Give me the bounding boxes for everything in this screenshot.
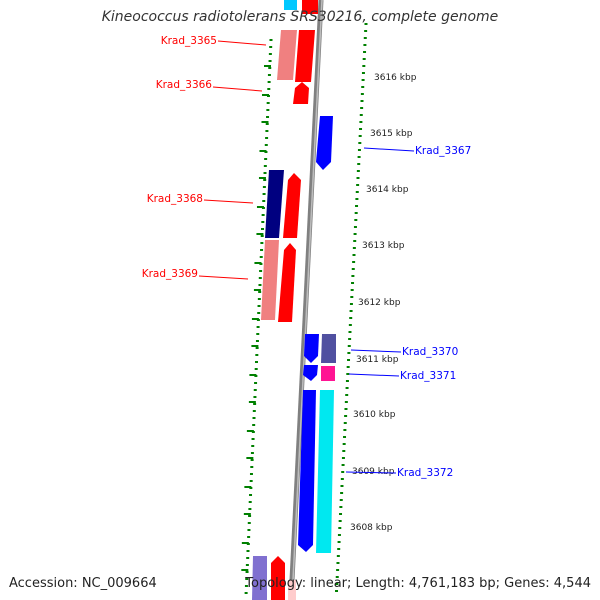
gene-krad-3369-right[interactable]: [278, 243, 296, 322]
kbp-label: 3609 kbp: [352, 467, 395, 477]
leader-krad-3371: [348, 373, 400, 377]
gene-krad-3370-left[interactable]: [304, 334, 319, 363]
kbp-label: 3614 kbp: [366, 185, 409, 195]
kbp-label: 3611 kbp: [356, 355, 399, 365]
accession-text: Accession: NC_009664: [9, 576, 157, 591]
gene-krad-3371-right[interactable]: [321, 366, 335, 381]
gene-krad-3371-left[interactable]: [303, 365, 318, 381]
gene-krad-3370-right[interactable]: [321, 334, 336, 363]
genome-title: Kineococcus radiotolerans SRS30216, comp…: [101, 9, 499, 25]
leader-krad-3366: [212, 86, 263, 92]
gene-label-krad-3365[interactable]: Krad_3365: [161, 35, 217, 47]
gene-bottom-light[interactable]: [288, 580, 296, 600]
gene-top-red[interactable]: [302, 0, 318, 14]
kbp-label: 3612 kbp: [358, 298, 401, 308]
kbp-label: 3616 kbp: [374, 73, 417, 83]
kbp-label: 3613 kbp: [362, 241, 405, 251]
gene-krad-3366[interactable]: [293, 82, 309, 104]
dotted-guide-ticks: [241, 23, 368, 594]
gene-label-krad-3368[interactable]: Krad_3368: [147, 193, 203, 205]
gene-krad-3368-left[interactable]: [265, 170, 284, 238]
gene-features: [252, 0, 336, 600]
gene-label-krad-3371[interactable]: Krad_3371: [400, 370, 456, 382]
leader-krad-3369: [198, 275, 249, 280]
topology-text: Topology: linear; Length: 4,761,183 bp; …: [245, 576, 591, 591]
gene-label-krad-3367[interactable]: Krad_3367: [415, 145, 471, 157]
gene-krad-3369-left[interactable]: [261, 240, 279, 320]
axis-highlight: [291, 0, 323, 600]
leader-krad-3367: [363, 147, 415, 152]
leader-krad-3372: [345, 471, 397, 474]
gene-label-krad-3369[interactable]: Krad_3369: [142, 268, 198, 280]
gene-label-krad-3372[interactable]: Krad_3372: [397, 467, 453, 479]
gene-label-krad-3366[interactable]: Krad_3366: [156, 79, 213, 91]
leader-krad-3365: [217, 40, 267, 46]
gene-label-krad-3370[interactable]: Krad_3370: [402, 346, 458, 358]
gene-label-leaders: [198, 40, 415, 474]
leader-krad-3368: [203, 199, 254, 204]
kbp-label: 3610 kbp: [353, 410, 396, 420]
gene-bottom-red[interactable]: [271, 556, 285, 600]
leader-krad-3370: [350, 349, 402, 353]
chromosome-axis: [288, 0, 324, 600]
axis-line: [288, 0, 324, 600]
gene-labels: Krad_3365 Krad_3366 Krad_3367 Krad_3368 …: [142, 35, 472, 479]
gene-krad-3365-right[interactable]: [295, 30, 315, 82]
gene-krad-3372-left[interactable]: [298, 390, 316, 552]
kbp-label: 3615 kbp: [370, 129, 413, 139]
gene-krad-3365-left[interactable]: [277, 30, 297, 80]
gene-krad-3368-right[interactable]: [283, 173, 301, 238]
kbp-scale: 3616 kbp 3615 kbp 3614 kbp 3613 kbp 3612…: [350, 73, 417, 533]
kbp-label: 3608 kbp: [350, 523, 393, 533]
gene-krad-3372-right[interactable]: [316, 390, 334, 553]
gene-krad-3367[interactable]: [316, 116, 333, 170]
gene-top-cyan[interactable]: [284, 0, 297, 10]
gene-bottom-slate[interactable]: [252, 556, 267, 600]
